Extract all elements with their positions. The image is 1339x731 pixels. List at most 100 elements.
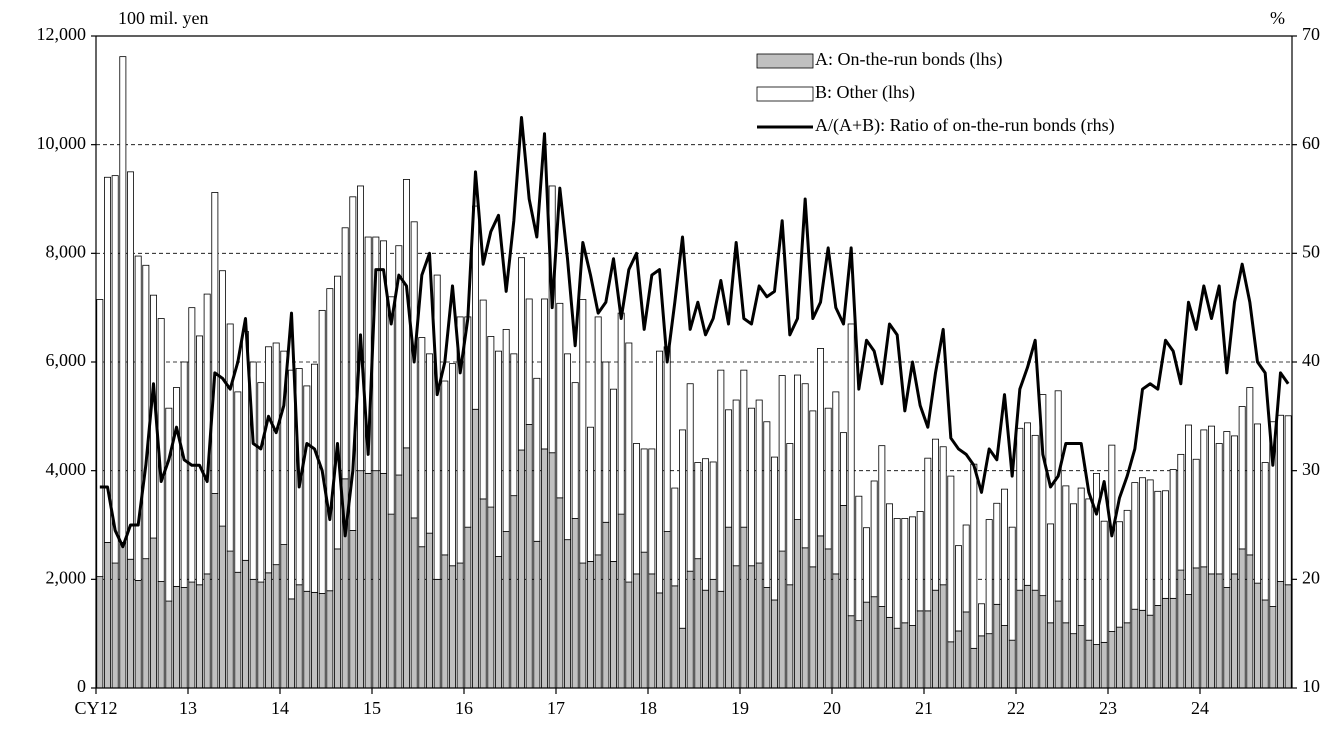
bar (410, 221, 418, 519)
bar (1054, 390, 1062, 602)
bar (1223, 431, 1231, 588)
bar (502, 531, 510, 689)
bar (740, 369, 748, 528)
bar (1223, 587, 1231, 689)
bar (433, 578, 441, 689)
bar (1070, 503, 1077, 635)
bar (1254, 582, 1261, 689)
bar (610, 388, 617, 562)
bar (1154, 605, 1162, 689)
y2-tick-label: 10 (1302, 676, 1320, 696)
bar (1185, 424, 1192, 595)
bar (594, 554, 602, 689)
bar (173, 387, 180, 587)
bar (119, 56, 127, 543)
bar (1177, 569, 1185, 689)
bar (257, 581, 265, 689)
bar (702, 458, 709, 591)
x-tick-label: 14 (271, 698, 289, 718)
legend-swatch (756, 86, 814, 102)
x-tick-label: 17 (547, 698, 565, 718)
bar (280, 350, 288, 545)
bar (656, 592, 663, 689)
bar (441, 554, 449, 689)
bar (824, 407, 832, 550)
bar (755, 562, 763, 689)
bar (587, 426, 594, 562)
bar (134, 580, 142, 689)
bar (395, 245, 403, 476)
bar (426, 353, 433, 534)
x-tick-label: 23 (1099, 698, 1117, 718)
bar (801, 383, 809, 549)
bar (1231, 435, 1238, 575)
bar (625, 342, 633, 583)
bar (1024, 584, 1031, 689)
bar (970, 463, 978, 649)
bar (349, 530, 357, 689)
bar (418, 546, 426, 689)
bar (1215, 443, 1223, 575)
bar (1123, 622, 1131, 689)
bar (932, 589, 939, 689)
y-tick-label: 10,000 (37, 133, 87, 153)
bar (502, 328, 510, 532)
bar (886, 503, 893, 618)
bar (694, 558, 702, 689)
bar (985, 633, 993, 689)
bar (426, 532, 433, 689)
bar (1047, 523, 1054, 624)
bar (418, 337, 426, 548)
x-tick-label: 13 (179, 698, 197, 718)
bar (1254, 423, 1261, 584)
bar (1246, 554, 1254, 689)
bar (1269, 606, 1277, 689)
bar (1001, 625, 1008, 689)
bar (809, 410, 817, 568)
bar (556, 497, 564, 689)
bar (1200, 566, 1208, 689)
bar (226, 550, 234, 689)
bar (1016, 427, 1024, 591)
bar (395, 474, 403, 689)
y-tick-label: 6,000 (46, 350, 87, 370)
bar (318, 309, 326, 594)
bar (96, 576, 104, 689)
bar (602, 361, 610, 523)
bar (725, 526, 732, 689)
bar (288, 369, 295, 600)
bar (786, 443, 794, 586)
bar (1031, 589, 1039, 689)
bar (96, 299, 104, 578)
y2-tick-label: 60 (1302, 133, 1320, 153)
bar (380, 472, 387, 689)
bar (901, 622, 909, 689)
bar (832, 573, 840, 689)
bar (272, 564, 280, 689)
bar (955, 630, 962, 689)
bar (288, 598, 295, 689)
bar (794, 519, 801, 689)
bar (1192, 567, 1200, 689)
bar (472, 205, 479, 410)
bar (855, 620, 863, 689)
bar (165, 407, 173, 602)
bar (472, 408, 479, 689)
x-tick-label: 19 (731, 698, 749, 718)
bar (809, 566, 817, 689)
bar (525, 298, 533, 425)
x-tick-label: 20 (823, 698, 841, 718)
x-tick-label: 22 (1007, 698, 1025, 718)
bar (556, 302, 564, 499)
bar (1246, 387, 1254, 556)
bar (855, 495, 863, 622)
bar (234, 571, 242, 689)
bar (1192, 458, 1200, 569)
bar (579, 299, 587, 564)
bar (1215, 573, 1223, 689)
bar (518, 257, 525, 451)
bar (893, 627, 901, 689)
bar (878, 606, 886, 689)
bar (1169, 469, 1177, 599)
bar (1016, 589, 1024, 689)
